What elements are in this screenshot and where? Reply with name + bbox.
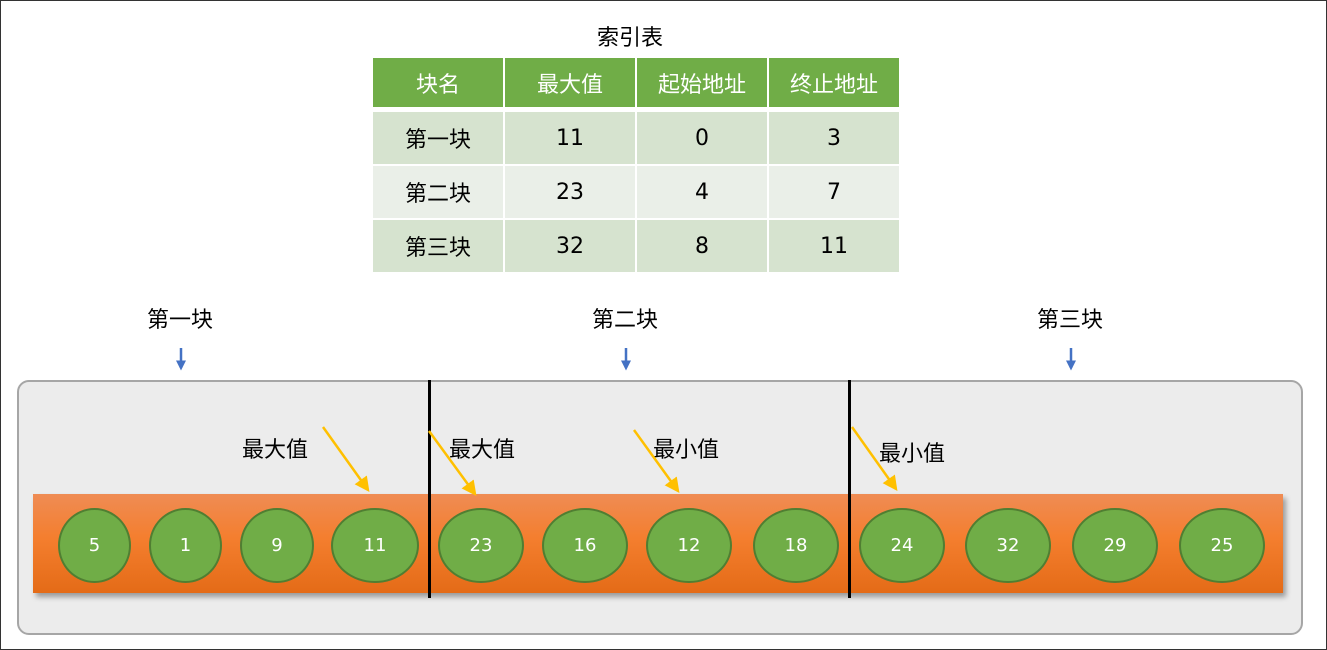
table-cell: 第二块 [373, 166, 503, 220]
annotation-min-3: 最小值 [879, 442, 946, 467]
table-cell: 23 [505, 166, 635, 220]
array-element: 12 [646, 508, 732, 583]
block-label-2: 第二块 [591, 308, 658, 333]
array-element: 25 [1179, 508, 1265, 583]
table-cell: 11 [769, 220, 899, 274]
table-cell: 11 [505, 112, 635, 166]
table-cell: 0 [637, 112, 767, 166]
table-header-row: 块名 最大值 起始地址 终止地址 [373, 58, 899, 112]
table-cell: 7 [769, 166, 899, 220]
array-element: 18 [753, 508, 839, 583]
yellow-arrow-icon [850, 426, 898, 492]
index-table-title: 索引表 [596, 26, 663, 51]
table-cell: 第一块 [373, 112, 503, 166]
block-label-1: 第一块 [146, 308, 213, 333]
table-cell: 8 [637, 220, 767, 274]
table-cell: 3 [769, 112, 899, 166]
table-header: 块名 [373, 58, 503, 112]
yellow-arrow-icon [632, 429, 680, 494]
array-element: 32 [965, 508, 1051, 583]
annotation-max-2: 最大值 [449, 438, 516, 463]
table-row: 第三块 32 8 11 [373, 220, 899, 274]
array-element: 9 [240, 508, 314, 583]
table-row: 第一块 11 0 3 [373, 112, 899, 166]
index-table: 块名 最大值 起始地址 终止地址 第一块 11 0 3 第二块 23 4 7 第… [371, 58, 901, 274]
yellow-arrow-icon [321, 426, 370, 493]
table-cell: 4 [637, 166, 767, 220]
table-cell: 32 [505, 220, 635, 274]
array-element: 23 [438, 508, 524, 583]
table-row: 第二块 23 4 7 [373, 166, 899, 220]
annotation-max-1: 最大值 [242, 438, 309, 463]
block-divider [428, 380, 431, 598]
yellow-arrow-icon [427, 430, 477, 497]
table-header: 最大值 [505, 58, 635, 112]
annotation-min-2: 最小值 [653, 438, 720, 463]
block-divider [848, 380, 851, 598]
block-label-3: 第三块 [1036, 308, 1103, 333]
table-cell: 第三块 [373, 220, 503, 274]
array-element: 24 [859, 508, 945, 583]
array-element: 29 [1072, 508, 1158, 583]
array-element: 11 [331, 508, 419, 583]
array-element: 16 [542, 508, 628, 583]
array-element: 5 [58, 508, 131, 583]
table-header: 终止地址 [769, 58, 899, 112]
table-header: 起始地址 [637, 58, 767, 112]
array-element: 1 [149, 508, 222, 583]
